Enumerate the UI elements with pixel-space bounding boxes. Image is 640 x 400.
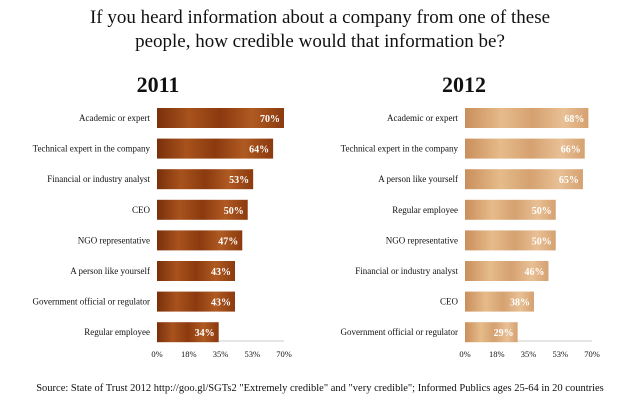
year-2011-title: 2011 (136, 72, 180, 97)
x-tick-label-2012: 53% (552, 349, 568, 359)
category-label-2012: NGO representative (386, 235, 458, 245)
bar-2011 (157, 199, 248, 220)
title-line-1: If you heard information about a company… (89, 7, 551, 28)
bar-2011 (157, 169, 254, 190)
bar-2011 (157, 322, 219, 343)
value-label-2012: 65% (559, 175, 579, 186)
title-line-2: people, how credible would that informat… (135, 31, 505, 52)
bar-2012 (465, 291, 534, 312)
bar-2012 (465, 169, 583, 190)
bar-2012 (465, 199, 556, 220)
category-label-2012: Government official or regulator (340, 327, 458, 337)
x-tick-label-2011: 18% (181, 349, 197, 359)
category-label-2011: Government official or regulator (32, 297, 150, 307)
x-tick-label-2011: 53% (244, 349, 260, 359)
x-tick-label-2012: 0% (459, 349, 470, 359)
x-tick-label-2011: 0% (151, 349, 162, 359)
x-tick-label-2011: 70% (276, 349, 292, 359)
value-label-2011: 43% (211, 298, 231, 309)
value-label-2011: 64% (249, 145, 269, 156)
value-label-2011: 53% (229, 175, 249, 186)
year-2012-title: 2012 (442, 72, 486, 97)
value-label-2012: 46% (524, 267, 544, 278)
bar-2011 (157, 291, 236, 312)
category-label-2011: Academic or expert (79, 113, 150, 123)
bar-2012 (465, 138, 585, 159)
x-tick-label-2011: 35% (213, 349, 229, 359)
value-label-2012: 50% (532, 206, 552, 217)
category-label-2012: Financial or industry analyst (355, 266, 458, 276)
category-label-2012: A person like yourself (378, 174, 458, 184)
chart-title: If you heard information about a company… (0, 6, 640, 54)
value-label-2011: 70% (260, 114, 280, 125)
bar-2012 (465, 108, 589, 128)
value-label-2012: 38% (510, 298, 530, 309)
category-label-2012: Technical expert in the company (341, 144, 459, 154)
bar-2012 (465, 322, 518, 343)
category-label-2012: CEO (440, 297, 459, 307)
category-label-2011: CEO (132, 205, 151, 215)
x-tick-label-2012: 70% (584, 349, 600, 359)
value-label-2011: 43% (211, 267, 231, 278)
bar-2011 (157, 230, 243, 251)
x-tick-label-2012: 35% (521, 349, 537, 359)
bar-2012 (465, 261, 549, 281)
category-label-2011: Financial or industry analyst (47, 174, 150, 184)
bar-2012 (465, 230, 556, 251)
value-label-2012: 50% (532, 236, 552, 247)
value-label-2011: 34% (195, 328, 215, 339)
category-label-2012: Academic or expert (387, 113, 458, 123)
source-note: Source: State of Trust 2012 http://goo.g… (36, 383, 604, 394)
value-label-2011: 47% (218, 236, 238, 247)
bar-2011 (157, 108, 284, 128)
category-label-2011: Technical expert in the company (33, 144, 151, 154)
x-tick-label-2012: 18% (489, 349, 505, 359)
value-label-2012: 68% (564, 114, 584, 125)
value-label-2012: 29% (494, 328, 514, 339)
bar-2011 (157, 261, 236, 281)
category-label-2012: Regular employee (392, 205, 458, 215)
category-label-2011: A person like yourself (70, 266, 150, 276)
category-label-2011: Regular employee (84, 327, 150, 337)
value-label-2011: 50% (224, 206, 244, 217)
category-label-2011: NGO representative (78, 235, 150, 245)
bar-2011 (157, 138, 274, 159)
value-label-2012: 66% (561, 145, 581, 156)
